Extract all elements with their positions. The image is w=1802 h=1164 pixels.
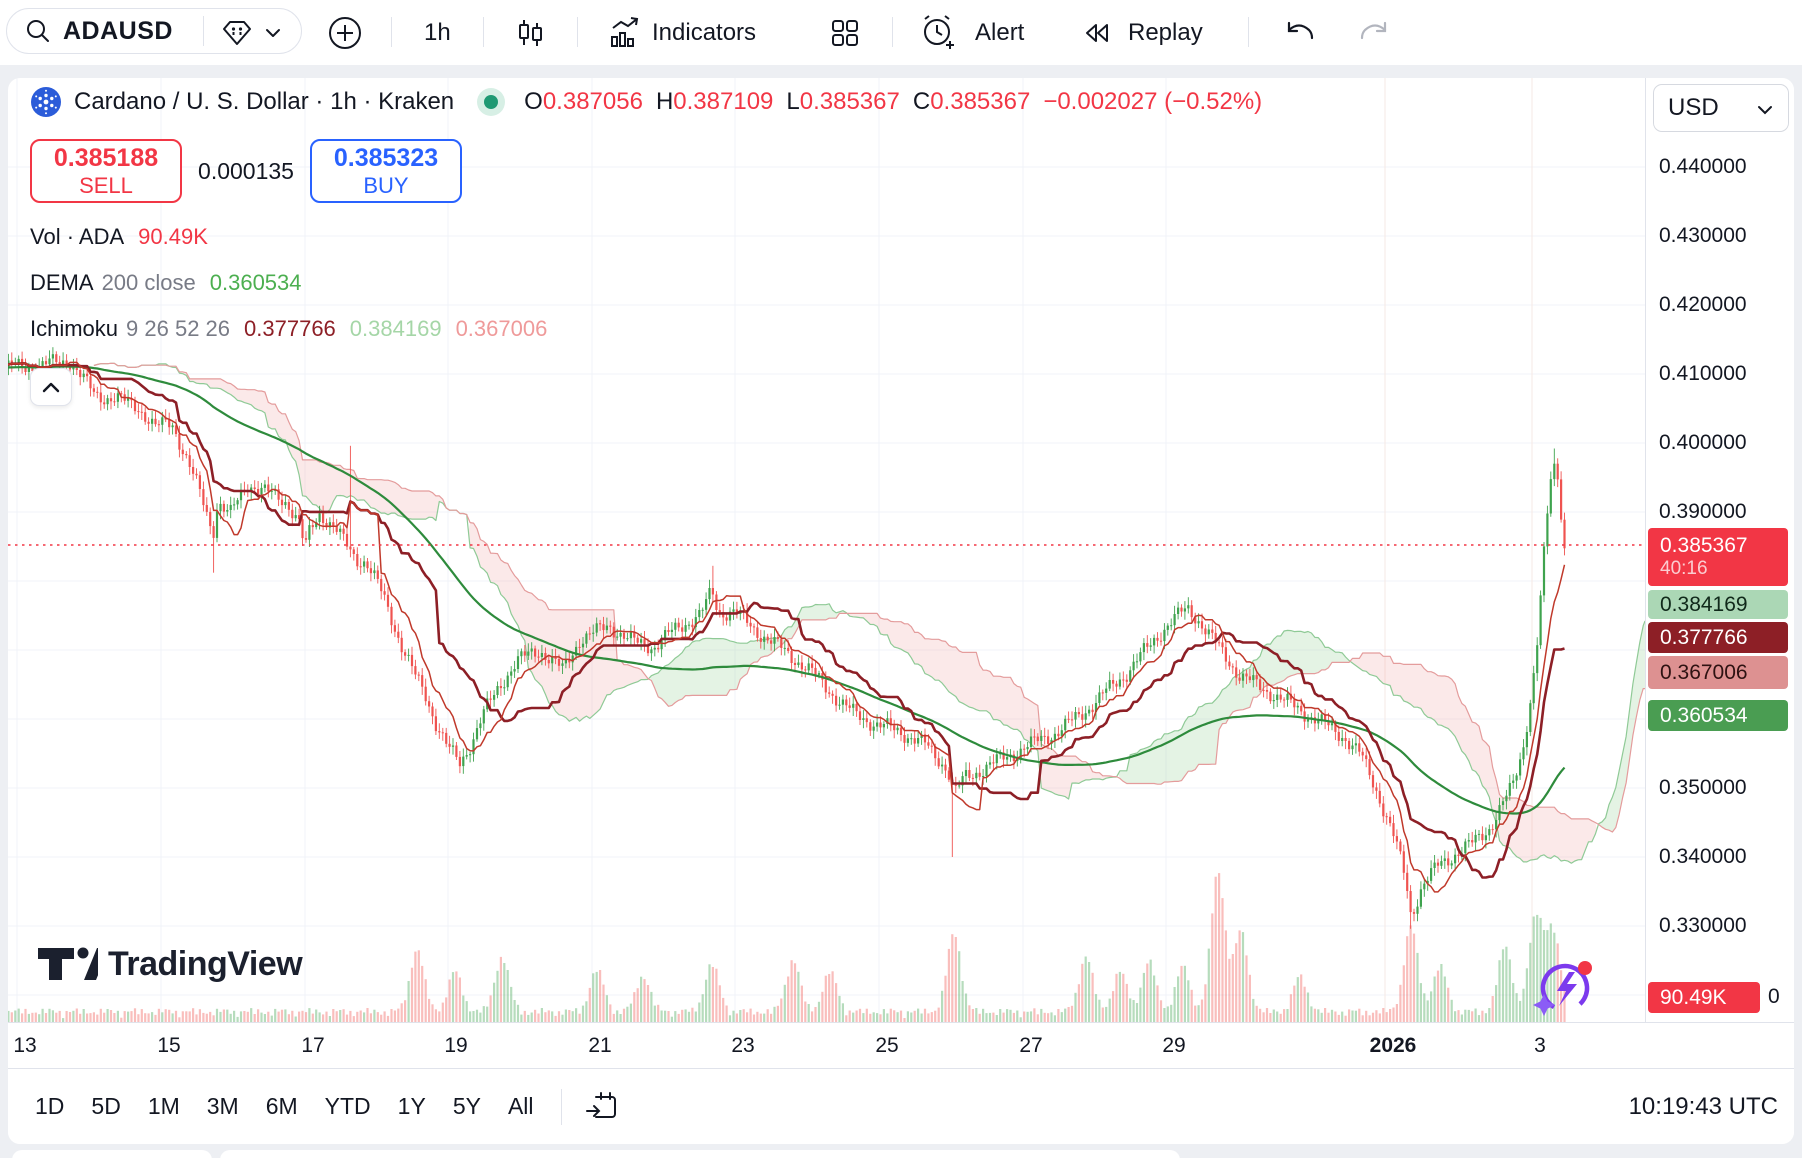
price-tick-label: 0.390000 xyxy=(1659,500,1747,523)
chevron-down-icon[interactable] xyxy=(263,26,283,40)
indicator-price-badge: 0.367006 xyxy=(1648,656,1788,689)
templates-grid-icon[interactable] xyxy=(826,0,864,65)
tradingview-logo-icon xyxy=(38,947,98,980)
currency-value: USD xyxy=(1668,94,1719,121)
time-tick-label: 2026 xyxy=(1369,1033,1417,1057)
price-tick-label: 0.430000 xyxy=(1659,224,1747,247)
ohlc-values: O0.387056 H0.387109 L0.385367 C0.385367 … xyxy=(524,88,1263,115)
range-toolbar: 1D 5D 1M 3M 6M YTD 1Y 5Y All 10:19:43 UTC xyxy=(8,1068,1794,1144)
indicator-price-badge: 0.377766 xyxy=(1648,622,1788,653)
time-tick-label: 17 xyxy=(301,1033,325,1057)
ichimoku-lead1-value: 0.384169 xyxy=(349,316,442,341)
time-tick-label: 3 xyxy=(1534,1033,1546,1057)
range-button-5d[interactable]: 5D xyxy=(91,1093,121,1119)
indicators-button[interactable]: Indicators xyxy=(652,18,757,46)
range-button-3m[interactable]: 3M xyxy=(206,1093,239,1119)
toolbar-divider xyxy=(483,17,484,47)
price-tick-label: 0.440000 xyxy=(1659,155,1747,178)
sell-button[interactable]: 0.385188 SELL xyxy=(30,139,182,203)
ichimoku-lead2-value: 0.367006 xyxy=(455,316,548,341)
legend-collapse-button[interactable] xyxy=(30,368,72,406)
time-axis[interactable]: 13 15 17 19 21 23 25 27 29 2026 3 xyxy=(8,1022,1794,1068)
price-tick-label: 0.420000 xyxy=(1659,293,1747,316)
price-tick-label: 0.330000 xyxy=(1659,914,1747,937)
redo-icon[interactable] xyxy=(1356,0,1394,65)
price-chart-canvas[interactable] xyxy=(8,78,1645,1022)
toolbar-divider xyxy=(391,17,392,47)
range-button-1y[interactable]: 1Y xyxy=(397,1093,426,1119)
ichimoku-indicator-row[interactable]: Ichimoku 9 26 52 26 0.377766 0.384169 0.… xyxy=(30,316,548,341)
bottom-left-panel-edge[interactable] xyxy=(12,1150,212,1164)
supercharts-diamond-icon[interactable] xyxy=(219,19,255,47)
time-tick-label: 15 xyxy=(157,1033,181,1057)
close-value: 0.385367 xyxy=(930,88,1031,115)
ichimoku-conversion-value: 0.377766 xyxy=(244,316,336,341)
price-axis[interactable]: USD 0.440000 0.430000 0.420000 0.410000 0.40… xyxy=(1645,78,1794,1022)
indicator-price-badge: 0.384169 xyxy=(1648,590,1788,619)
range-button-5y[interactable]: 5Y xyxy=(452,1093,481,1119)
range-divider xyxy=(560,1088,562,1125)
chart-style-candles-icon[interactable] xyxy=(512,0,548,65)
volume-axis-badge: 90.49K xyxy=(1648,982,1760,1013)
indicators-icon[interactable] xyxy=(604,0,644,65)
dema-indicator-row[interactable]: DEMA 200 close 0.360534 xyxy=(30,270,302,295)
go-to-date-icon[interactable] xyxy=(584,1089,622,1125)
search-icon xyxy=(25,0,51,64)
replay-rewind-icon[interactable] xyxy=(1076,0,1116,65)
time-tick-label: 29 xyxy=(1162,1033,1186,1057)
black-friday-flash-icon[interactable] xyxy=(1532,956,1600,1022)
undo-icon[interactable] xyxy=(1280,0,1318,65)
chart-legend: Cardano / U. S. Dollar · 1h · Kraken O0.… xyxy=(30,82,1262,352)
time-tick-label: 27 xyxy=(1019,1033,1043,1057)
toolbar-divider xyxy=(577,17,578,47)
top-toolbar: ADAUSD 1h Indicators xyxy=(0,0,1802,65)
buy-button[interactable]: 0.385323 BUY xyxy=(310,139,462,203)
symbol-name: ADAUSD xyxy=(63,16,173,45)
change-value: −0.002027 (−0.52%) xyxy=(1043,88,1263,115)
tradingview-logo-text: TradingView xyxy=(108,944,303,983)
symbol-search-box[interactable]: ADAUSD xyxy=(6,8,302,54)
replay-button[interactable]: Replay xyxy=(1128,18,1203,46)
volume-zero-label: 0 xyxy=(1768,985,1780,1008)
range-button-ytd[interactable]: YTD xyxy=(324,1093,371,1119)
range-button-6m[interactable]: 6M xyxy=(265,1093,298,1119)
compare-add-icon[interactable] xyxy=(327,0,363,65)
toolbar-divider xyxy=(892,17,893,47)
open-value: 0.387056 xyxy=(542,88,643,115)
bottom-center-panel-edge[interactable] xyxy=(220,1150,1180,1164)
currency-selector[interactable]: USD xyxy=(1653,84,1789,132)
interval-button[interactable]: 1h xyxy=(424,18,451,46)
last-price-badge: 0.385367 40:16 xyxy=(1648,528,1788,586)
range-button-1m[interactable]: 1M xyxy=(147,1093,180,1119)
time-tick-label: 23 xyxy=(731,1033,755,1057)
price-tick-label: 0.410000 xyxy=(1659,362,1747,385)
high-value: 0.387109 xyxy=(673,88,774,115)
symbol-title[interactable]: Cardano / U. S. Dollar · 1h · Kraken xyxy=(74,88,455,115)
tradingview-watermark: TradingView xyxy=(36,944,303,984)
chevron-down-icon xyxy=(1758,106,1772,115)
time-tick-label: 13 xyxy=(13,1033,37,1057)
volume-value: 90.49K xyxy=(138,224,208,249)
chart-panel: Cardano / U. S. Dollar · 1h · Kraken O0.… xyxy=(8,78,1794,1144)
range-button-all[interactable]: All xyxy=(507,1093,534,1119)
time-tick-label: 21 xyxy=(588,1033,612,1057)
symbol-box-divider xyxy=(203,16,204,46)
volume-indicator-row[interactable]: Vol · ADA 90.49K xyxy=(30,224,208,249)
time-tick-label: 19 xyxy=(444,1033,468,1057)
indicator-price-badge: 0.360534 xyxy=(1648,700,1788,731)
price-tick-label: 0.340000 xyxy=(1659,845,1747,868)
alert-clock-icon[interactable] xyxy=(916,0,958,65)
market-status-dot[interactable] xyxy=(476,87,506,117)
toolbar-divider xyxy=(1248,17,1249,47)
time-tick-label: 25 xyxy=(875,1033,899,1057)
spread-value: 0.000135 xyxy=(198,157,294,184)
dema-value: 0.360534 xyxy=(209,270,302,295)
alert-button[interactable]: Alert xyxy=(975,18,1025,46)
server-clock[interactable]: 10:19:43 UTC xyxy=(1628,1093,1778,1120)
low-value: 0.385367 xyxy=(799,88,900,115)
range-button-1d[interactable]: 1D xyxy=(35,1093,65,1119)
price-tick-label: 0.350000 xyxy=(1659,776,1747,799)
cardano-logo xyxy=(30,86,62,118)
price-tick-label: 0.400000 xyxy=(1659,431,1747,454)
